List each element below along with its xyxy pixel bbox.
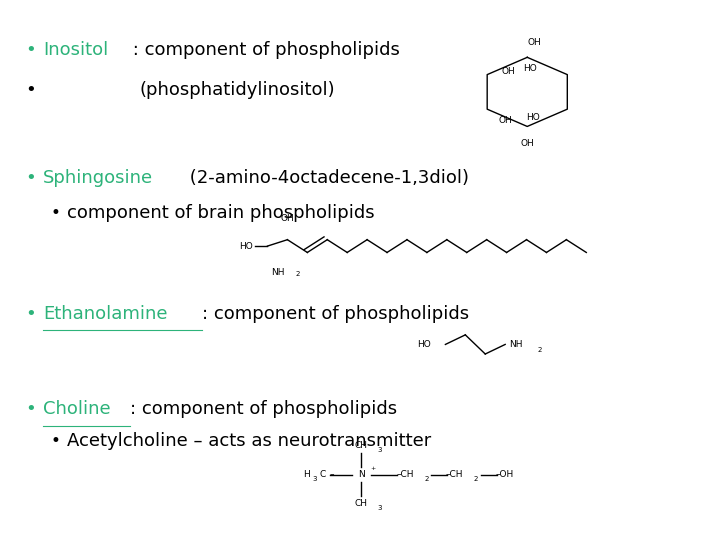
Text: CH: CH xyxy=(355,500,368,509)
Text: HO: HO xyxy=(526,113,540,122)
Text: 2: 2 xyxy=(424,476,428,482)
Text: : component of phospholipids: : component of phospholipids xyxy=(130,400,397,418)
Text: 2: 2 xyxy=(538,347,542,353)
Text: NH: NH xyxy=(510,340,523,349)
Text: OH: OH xyxy=(521,139,534,148)
Text: •: • xyxy=(25,81,36,99)
Text: •: • xyxy=(25,42,36,59)
Text: 2: 2 xyxy=(296,271,300,277)
Text: 3: 3 xyxy=(312,476,317,482)
Text: : component of phospholipids: : component of phospholipids xyxy=(127,42,400,59)
Text: OH: OH xyxy=(498,116,512,125)
Text: HO: HO xyxy=(523,64,537,73)
Text: CH: CH xyxy=(355,441,368,450)
Text: component of brain phospholipids: component of brain phospholipids xyxy=(67,204,374,221)
Text: N: N xyxy=(358,470,365,479)
Text: –CH: –CH xyxy=(397,470,415,479)
Text: HO: HO xyxy=(417,340,431,349)
Text: C: C xyxy=(320,470,325,479)
Text: Ethanolamine: Ethanolamine xyxy=(43,305,168,322)
Text: : component of phospholipids: : component of phospholipids xyxy=(202,305,469,322)
Text: •: • xyxy=(25,169,36,187)
Text: Sphingosine: Sphingosine xyxy=(43,169,153,187)
Text: Acetylcholine – acts as neurotransmitter: Acetylcholine – acts as neurotransmitter xyxy=(67,432,431,450)
Text: OH: OH xyxy=(281,214,294,222)
Text: (2-amino-4octadecene-1,3diol): (2-amino-4octadecene-1,3diol) xyxy=(184,169,469,187)
Text: 2: 2 xyxy=(474,476,478,482)
Text: Inositol: Inositol xyxy=(43,42,109,59)
Text: •: • xyxy=(50,432,60,450)
Text: OH: OH xyxy=(528,38,541,47)
Text: 3: 3 xyxy=(377,505,382,511)
Text: –: – xyxy=(329,470,334,479)
Text: +: + xyxy=(371,466,376,471)
Text: H: H xyxy=(303,470,310,479)
Text: •: • xyxy=(25,400,36,418)
Text: NH: NH xyxy=(271,268,284,278)
Text: 3: 3 xyxy=(377,447,382,453)
Text: •: • xyxy=(50,204,60,221)
Text: –CH: –CH xyxy=(446,470,463,479)
Text: Choline: Choline xyxy=(43,400,111,418)
Text: –OH: –OH xyxy=(495,470,513,479)
Text: (phosphatidylinositol): (phosphatidylinositol) xyxy=(140,81,335,99)
Text: OH: OH xyxy=(502,67,516,76)
Text: •: • xyxy=(25,305,36,322)
Text: HO: HO xyxy=(239,241,253,251)
